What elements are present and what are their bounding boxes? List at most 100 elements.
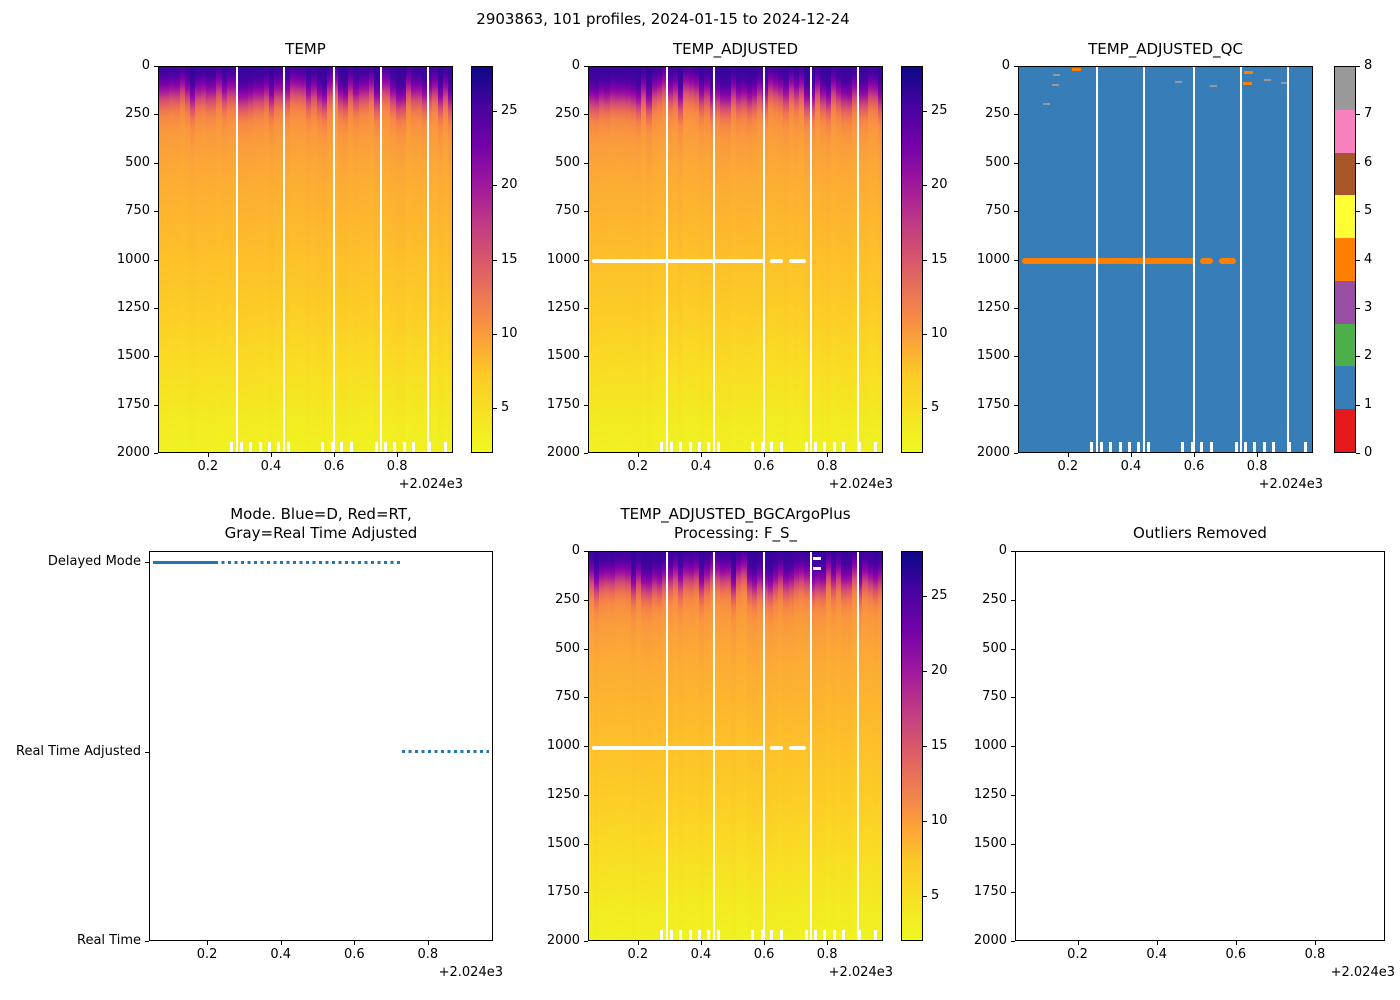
heatmap-profile-column [825, 67, 832, 452]
subplot-title: TEMP_ADJUSTED_QC [1088, 40, 1243, 58]
colorbar-tick-mark [923, 671, 927, 672]
y-tick-label: 1000 [116, 251, 150, 267]
deep-missing-notch [770, 442, 774, 452]
x-tick-mark [637, 453, 639, 457]
y-tick-label: 750 [985, 203, 1010, 219]
heatmap-profile-column [830, 67, 838, 452]
heatmap-profile-column [857, 552, 864, 940]
y-tick-mark [584, 599, 588, 601]
heatmap-profile-column [406, 67, 413, 452]
y-tick-label: 1000 [973, 738, 1007, 753]
qc-flag4-line [1218, 258, 1237, 265]
x-tick-label: 0.8 [386, 459, 408, 474]
x-tick-label: 0.6 [323, 459, 345, 474]
heatmap-profile-column [825, 552, 832, 940]
heatmap-profile-column [269, 67, 276, 452]
deep-missing-notch [813, 930, 817, 940]
heatmap-profile-column [762, 67, 769, 452]
heatmap-profile-column [820, 552, 827, 940]
heatmap-profile-column [836, 552, 843, 940]
y-tick-mark [1011, 746, 1015, 747]
subplot-title: TEMP_ADJUSTED_BGCArgoPlus [620, 505, 851, 523]
colorbar-tick-mark [923, 185, 927, 187]
y-tick-label: 1750 [973, 884, 1007, 900]
heatmap-profile-column [316, 67, 323, 452]
heatmap-profile-column [862, 552, 869, 940]
deep-missing-notch [679, 442, 683, 452]
heatmap-profile-column [184, 67, 192, 452]
y-tick-mark [584, 307, 588, 309]
colorbar-tick-mark [923, 896, 927, 897]
heatmap-profile-column [878, 67, 882, 452]
colorbar-tick-label: 25 [931, 588, 948, 603]
deep-missing-notch [669, 442, 673, 452]
deep-missing-notch [1287, 442, 1291, 452]
y-tick-mark [584, 404, 588, 406]
x-tick-label: 0.2 [627, 947, 649, 962]
x-tick-mark [1156, 941, 1158, 945]
heatmap-profile-column [783, 552, 790, 940]
colorbar-tick-mark [923, 259, 927, 261]
colorbar-tick-label: 10 [501, 325, 518, 341]
y-tick-label: 0 [571, 543, 580, 558]
deep-missing-notch [443, 442, 447, 452]
qc-colorbar-segment [1335, 238, 1355, 283]
heatmap-profile-column [237, 67, 244, 452]
heatmap-profile-column [369, 67, 376, 452]
y-tick-label: 250 [982, 591, 1007, 607]
x-tick-label: 0.6 [343, 947, 365, 962]
colorbar-tick-mark [923, 746, 927, 747]
qc-flag-speck [1052, 84, 1060, 87]
heatmap-profile-column [337, 67, 344, 452]
y-tick-label: 1750 [546, 884, 580, 900]
heatmap-profile-column [762, 552, 769, 940]
y-tick-label: 2000 [546, 445, 580, 460]
y-tick-mark [1011, 551, 1015, 552]
y-tick-mark [584, 551, 588, 552]
x-tick-mark [764, 941, 766, 945]
x-axis-offset-label: +2.024e3 [828, 965, 893, 980]
y-tick-mark [1011, 941, 1015, 942]
subplot-title: Processing: F_S_ [673, 524, 798, 542]
y-tick-label: 1750 [116, 396, 150, 412]
y-tick-label: 750 [555, 689, 580, 705]
deep-missing-notch [688, 442, 692, 452]
heatmap-profile-column [195, 67, 202, 452]
x-tick-label: 0.6 [753, 947, 775, 962]
qc-flag-speck [1043, 102, 1051, 105]
y-tick-mark [1014, 259, 1018, 261]
deep-missing-notch [330, 442, 334, 452]
heatmap-profile-column [815, 67, 822, 452]
y-tick-mark [1011, 892, 1015, 894]
mode-rta-dotted-line [401, 749, 490, 753]
profile-gap-line [1239, 67, 1242, 452]
qc-flag-speck [1264, 79, 1272, 82]
heatmap-profile-column [284, 67, 292, 452]
qc-colorbar-segment [1335, 109, 1355, 154]
profile-gap-line [856, 67, 859, 452]
y-tick-mark [1014, 356, 1018, 358]
x-tick-mark [207, 941, 209, 945]
x-tick-mark [700, 453, 702, 457]
missing-data-line [788, 745, 807, 750]
heatmap-profile-column [867, 67, 874, 452]
colorbar-tick-label: 1 [1364, 396, 1373, 412]
x-tick-label: 0.8 [417, 947, 439, 962]
heatmap-profile-column [841, 67, 848, 452]
deep-missing-notch [770, 930, 774, 940]
qc-colorbar-segment [1335, 67, 1355, 111]
y-tick-label: 1500 [546, 835, 580, 851]
deep-missing-notch [321, 442, 325, 452]
x-tick-label: 0.8 [1304, 947, 1326, 962]
y-tick-mark [154, 66, 158, 67]
deep-missing-notch [1272, 442, 1276, 452]
y-tick-mark [154, 211, 158, 213]
heatmap-profile-column [437, 67, 444, 452]
colorbar-tick-label: 25 [931, 102, 948, 118]
heatmap-profile-column [804, 552, 811, 940]
heatmap-profile-column [432, 67, 439, 452]
deep-missing-notch [402, 442, 406, 452]
x-tick-label: 0.4 [270, 947, 292, 962]
y-tick-mark [584, 941, 588, 942]
y-tick-label: 250 [125, 106, 150, 122]
